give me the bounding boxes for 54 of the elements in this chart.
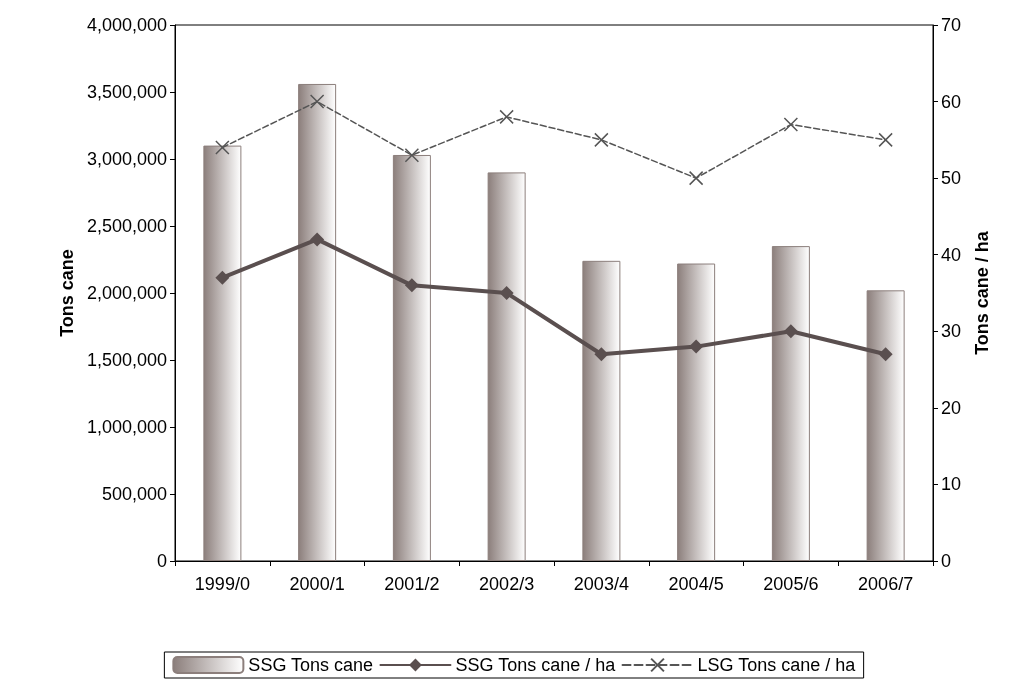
y-tick-label: 2,000,000 (86, 283, 167, 303)
y-tick-label: 4,000,000 (86, 15, 167, 35)
point (594, 132, 609, 148)
point (309, 94, 325, 109)
x-tick-label: 2005/6 (763, 574, 819, 594)
y-tick-label: 1,000,000 (86, 417, 167, 437)
x-tick-label: 2000/1 (289, 574, 345, 594)
x-tick-label: 2001/2 (384, 574, 440, 594)
point (688, 170, 704, 186)
y2-tick-label: 50 (941, 168, 962, 189)
x-tick-label: 2006/7 (858, 574, 914, 594)
point (499, 109, 514, 125)
point (594, 347, 609, 362)
y2-tick-label: 30 (941, 321, 962, 342)
point (499, 286, 514, 300)
y2-tick-label: 20 (941, 397, 962, 418)
point (689, 339, 704, 354)
x-tick-label: 2003/4 (573, 574, 629, 594)
legend-label: SSG Tons cane (248, 655, 374, 675)
bar (392, 154, 431, 561)
y2-tick-label: 10 (941, 474, 962, 495)
y-tick-label: 0 (156, 551, 167, 571)
point (878, 347, 893, 362)
point (310, 232, 325, 247)
point (783, 117, 799, 132)
point (404, 147, 420, 163)
y2-axis-title: Tons cane / ha (972, 230, 992, 355)
point (215, 270, 230, 285)
y-tick-label: 2,500,000 (86, 216, 167, 236)
y2-tick-label: 0 (941, 551, 952, 571)
x-tick-label: 2002/3 (479, 574, 535, 594)
bar (677, 263, 716, 561)
point (404, 278, 419, 293)
legend-label: SSG Tons cane / ha (455, 655, 617, 675)
bar (771, 246, 810, 561)
y-tick-label: 1,500,000 (86, 350, 167, 370)
legend-label: LSG Tons cane / ha (697, 655, 857, 675)
bar (487, 172, 526, 561)
x-tick-label: 2004/5 (668, 574, 724, 594)
point (783, 324, 798, 339)
y-tick-label: 3,500,000 (86, 82, 167, 102)
y2-tick-label: 60 (941, 91, 962, 112)
bar (582, 260, 621, 561)
point (878, 132, 893, 148)
bar (866, 290, 905, 561)
y-tick-label: 500,000 (101, 484, 167, 504)
y-tick-label: 3,000,000 (86, 149, 167, 169)
y2-tick-label: 40 (941, 244, 962, 265)
bar (203, 145, 242, 561)
point (215, 140, 230, 155)
y-axis-title: Tons cane (57, 249, 78, 337)
y2-tick-label: 70 (941, 15, 962, 35)
x-tick-label: 1999/0 (194, 574, 250, 594)
bar (298, 83, 337, 561)
